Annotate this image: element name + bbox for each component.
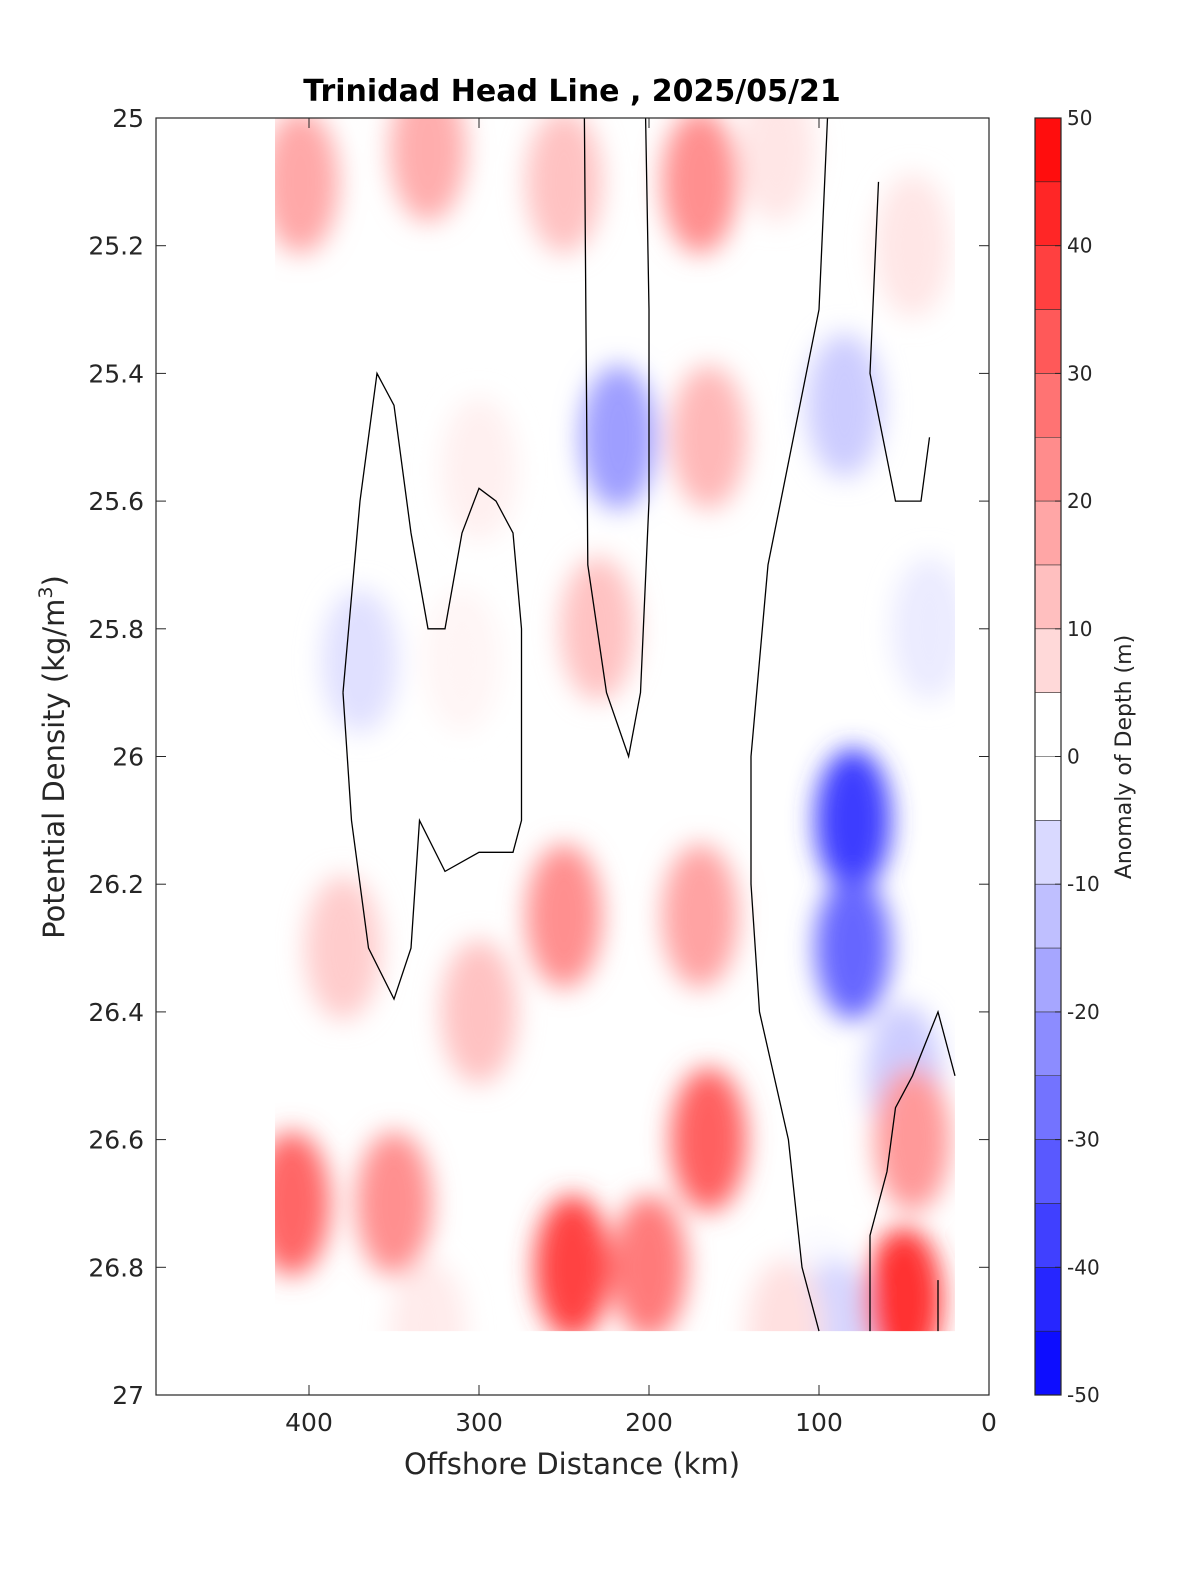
colorbar-band <box>1035 756 1061 821</box>
field-feature-22 <box>275 1131 330 1276</box>
y-axis-ticks: 25 25.2 25.4 25.6 25.8 26 26.2 26.4 26.6 26.8 27 <box>88 104 989 1410</box>
field-feature-25 <box>441 939 517 1084</box>
zero-contour-1 <box>583 117 650 760</box>
colorbar-band <box>1035 437 1061 502</box>
colorbar-tick-label: 0 <box>1067 745 1080 769</box>
y-tick-label: 26.2 <box>88 870 144 899</box>
field-feature-7 <box>662 118 738 254</box>
field-feature-13 <box>815 876 891 1021</box>
colorbar-band <box>1035 181 1061 246</box>
colorbar-tick-label: 20 <box>1067 489 1092 513</box>
field-feature-8 <box>670 365 747 510</box>
zero-contours <box>342 117 956 1332</box>
zero-contour-3 <box>869 181 931 502</box>
y-tick-label: 25.2 <box>88 232 144 261</box>
field-feature-15 <box>891 556 955 701</box>
colorbar-band <box>1035 1075 1061 1140</box>
field-feature-18 <box>662 844 738 989</box>
zero-contour-0 <box>342 371 523 1001</box>
y-tick-label: 26.6 <box>88 1126 144 1155</box>
y-tick-label: 25.4 <box>88 359 144 388</box>
field-base <box>275 118 955 1332</box>
y-tick-label: 25 <box>112 104 144 133</box>
field-feature-24 <box>390 1259 466 1332</box>
y-axis-label-suffix: ) <box>37 575 71 586</box>
field-feature-26 <box>305 876 381 1021</box>
colorbar-band <box>1035 245 1061 310</box>
colorbar-band <box>1035 948 1061 1012</box>
colorbar-band <box>1035 884 1061 949</box>
y-tick-label: 26.4 <box>88 998 144 1027</box>
colorbar-band <box>1035 564 1061 629</box>
field-feature-19 <box>534 1195 611 1332</box>
colorbar-tick-label: -30 <box>1067 1128 1100 1152</box>
y-axis-label: Potential Density (kg/m3) <box>35 575 71 939</box>
x-tick-label: 200 <box>625 1408 673 1437</box>
field-feature-5 <box>322 588 398 733</box>
colorbar: 50 40 30 20 10 0 -10 -20 -30 -40 -50 Anomaly of De… <box>1034 106 1137 1407</box>
colorbar-band <box>1035 1011 1061 1076</box>
colorbar-tick-label: 40 <box>1067 234 1092 258</box>
colorbar-band <box>1035 501 1061 565</box>
colorbar-band <box>1035 820 1061 885</box>
field-feature-0 <box>275 118 339 254</box>
field-feature-1 <box>390 118 466 222</box>
y-tick-label: 25.8 <box>88 615 144 644</box>
field-feature-29 <box>866 1227 942 1332</box>
x-tick-label: 100 <box>795 1408 843 1437</box>
y-axis-label-superscript: 3 <box>35 586 57 598</box>
colorbar-band <box>1035 118 1061 182</box>
field-feature-23 <box>356 1131 432 1276</box>
colorbar-band <box>1035 1203 1061 1268</box>
colorbar-tick-label: 30 <box>1067 361 1092 385</box>
field-feature-12 <box>815 748 891 893</box>
field-feature-4 <box>424 588 500 733</box>
field-feature-20 <box>611 1195 687 1332</box>
field-feature-10 <box>738 118 815 222</box>
field-feature-30 <box>874 1067 951 1212</box>
zero-contour-2 <box>750 117 829 1332</box>
colorbar-band <box>1035 1139 1061 1204</box>
chart-title: Trinidad Head Line , 2025/05/21 <box>303 74 840 109</box>
x-tick-label: 0 <box>981 1408 997 1437</box>
field-feature-16 <box>874 173 951 318</box>
colorbar-label: Anomaly of Depth (m) <box>1112 635 1137 879</box>
anomaly-field <box>275 118 955 1332</box>
y-axis-label-main: Potential Density (kg/m <box>37 599 71 939</box>
colorbar-tick-label: -20 <box>1067 1000 1100 1024</box>
field-feature-6 <box>580 365 657 510</box>
colorbar-band <box>1035 309 1061 374</box>
colorbar-tick-label: -50 <box>1067 1383 1100 1407</box>
colorbar-tick-label: 50 <box>1067 106 1092 130</box>
field-feature-17 <box>526 844 602 989</box>
x-tick-label: 400 <box>285 1408 333 1437</box>
colorbar-tick-label: -40 <box>1067 1255 1100 1279</box>
field-feature-9 <box>560 556 636 701</box>
y-tick-label: 25.6 <box>88 487 144 516</box>
colorbar-band <box>1035 373 1061 438</box>
y-tick-label: 26.8 <box>88 1253 144 1282</box>
field-feature-11 <box>806 333 883 478</box>
x-tick-label: 300 <box>455 1408 503 1437</box>
colorbar-tick-label: -10 <box>1067 872 1100 896</box>
colorbar-band <box>1035 1267 1061 1332</box>
y-tick-label: 26 <box>112 743 144 772</box>
zero-contour-4 <box>869 1009 956 1332</box>
colorbar-tick-label: 10 <box>1067 617 1092 641</box>
field-feature-2 <box>526 118 602 254</box>
colorbar-band <box>1035 1331 1061 1395</box>
y-tick-label: 27 <box>112 1381 144 1410</box>
colorbar-band <box>1035 628 1061 693</box>
x-axis-ticks: 400 300 200 100 0 <box>285 118 997 1437</box>
x-axis-label: Offshore Distance (km) <box>404 1447 740 1481</box>
colorbar-band <box>1035 692 1061 757</box>
field-feature-21 <box>670 1067 747 1212</box>
